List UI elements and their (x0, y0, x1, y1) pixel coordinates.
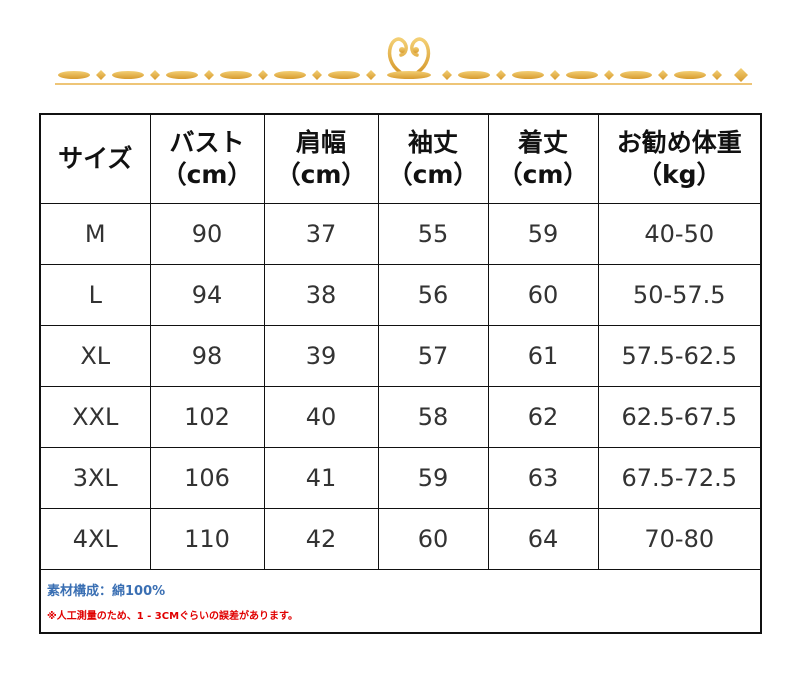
header-shoulder: 肩幅 （cm） (263, 113, 379, 204)
gold-heart-divider-icon (55, 37, 752, 85)
cell-length: 59 (487, 203, 599, 265)
header-label: バスト (169, 127, 245, 157)
cell-size: 4XL (39, 508, 151, 570)
cell-length: 60 (487, 264, 599, 326)
cell-shoulder: 41 (263, 447, 379, 509)
cell-length: 64 (487, 508, 599, 570)
cell-sleeve: 55 (377, 203, 489, 265)
cell-weight: 67.5-72.5 (597, 447, 762, 509)
header-label: 肩幅 (295, 127, 346, 157)
header-unit: （kg） (636, 160, 722, 189)
table-row: L 94 38 56 60 50-57.5 (39, 264, 762, 326)
header-unit: （cm） (497, 160, 589, 189)
cell-weight: 62.5-67.5 (597, 386, 762, 448)
cell-bust: 90 (149, 203, 265, 265)
cell-bust: 98 (149, 325, 265, 387)
cell-weight: 70-80 (597, 508, 762, 570)
table-header-row: サイズ バスト （cm） 肩幅 （cm） 袖丈 （cm） 着丈 （cm） お勧め… (39, 113, 762, 204)
cell-bust: 94 (149, 264, 265, 326)
cell-shoulder: 39 (263, 325, 379, 387)
material-text: 素材構成：綿100% (47, 584, 166, 599)
header-unit: （cm） (161, 160, 253, 189)
header-size: サイズ (39, 113, 151, 204)
header-label: 袖丈 (407, 127, 458, 157)
cell-size: 3XL (39, 447, 151, 509)
table-row: M 90 37 55 59 40-50 (39, 203, 762, 265)
cell-size: XXL (39, 386, 151, 448)
header-bust: バスト （cm） (149, 113, 265, 204)
cell-sleeve: 57 (377, 325, 489, 387)
notes-row: 素材構成：綿100% ※人工測量のため、1 - 3CMぐらいの誤差があります。 (39, 569, 762, 634)
cell-shoulder: 38 (263, 264, 379, 326)
cell-weight: 57.5-62.5 (597, 325, 762, 387)
table-row: 3XL 106 41 59 63 67.5-72.5 (39, 447, 762, 509)
cell-bust: 102 (149, 386, 265, 448)
cell-shoulder: 40 (263, 386, 379, 448)
header-weight: お勧め体重 （kg） (597, 113, 762, 204)
cell-size: L (39, 264, 151, 326)
table-row: XXL 102 40 58 62 62.5-67.5 (39, 386, 762, 448)
cell-bust: 106 (149, 447, 265, 509)
cell-length: 62 (487, 386, 599, 448)
cell-length: 63 (487, 447, 599, 509)
header-unit: （cm） (275, 160, 367, 189)
cell-length: 61 (487, 325, 599, 387)
cell-size: XL (39, 325, 151, 387)
table-row: XL 98 39 57 61 57.5-62.5 (39, 325, 762, 387)
cell-sleeve: 60 (377, 508, 489, 570)
cell-sleeve: 58 (377, 386, 489, 448)
header-sleeve: 袖丈 （cm） (377, 113, 489, 204)
cell-shoulder: 42 (263, 508, 379, 570)
notes-cell: 素材構成：綿100% ※人工測量のため、1 - 3CMぐらいの誤差があります。 (39, 569, 762, 634)
header-label: サイズ (58, 143, 133, 173)
header-length: 着丈 （cm） (487, 113, 599, 204)
size-chart-table: サイズ バスト （cm） 肩幅 （cm） 袖丈 （cm） 着丈 （cm） お勧め… (39, 113, 762, 634)
cell-weight: 50-57.5 (597, 264, 762, 326)
cell-weight: 40-50 (597, 203, 762, 265)
measurement-note: ※人工測量のため、1 - 3CMぐらいの誤差があります。 (47, 611, 299, 622)
table-row: 4XL 110 42 60 64 70-80 (39, 508, 762, 570)
cell-sleeve: 56 (377, 264, 489, 326)
cell-sleeve: 59 (377, 447, 489, 509)
header-label: 着丈 (517, 127, 568, 157)
cell-size: M (39, 203, 151, 265)
header-unit: （cm） (387, 160, 479, 189)
cell-bust: 110 (149, 508, 265, 570)
header-label: お勧め体重 (616, 127, 742, 157)
cell-shoulder: 37 (263, 203, 379, 265)
